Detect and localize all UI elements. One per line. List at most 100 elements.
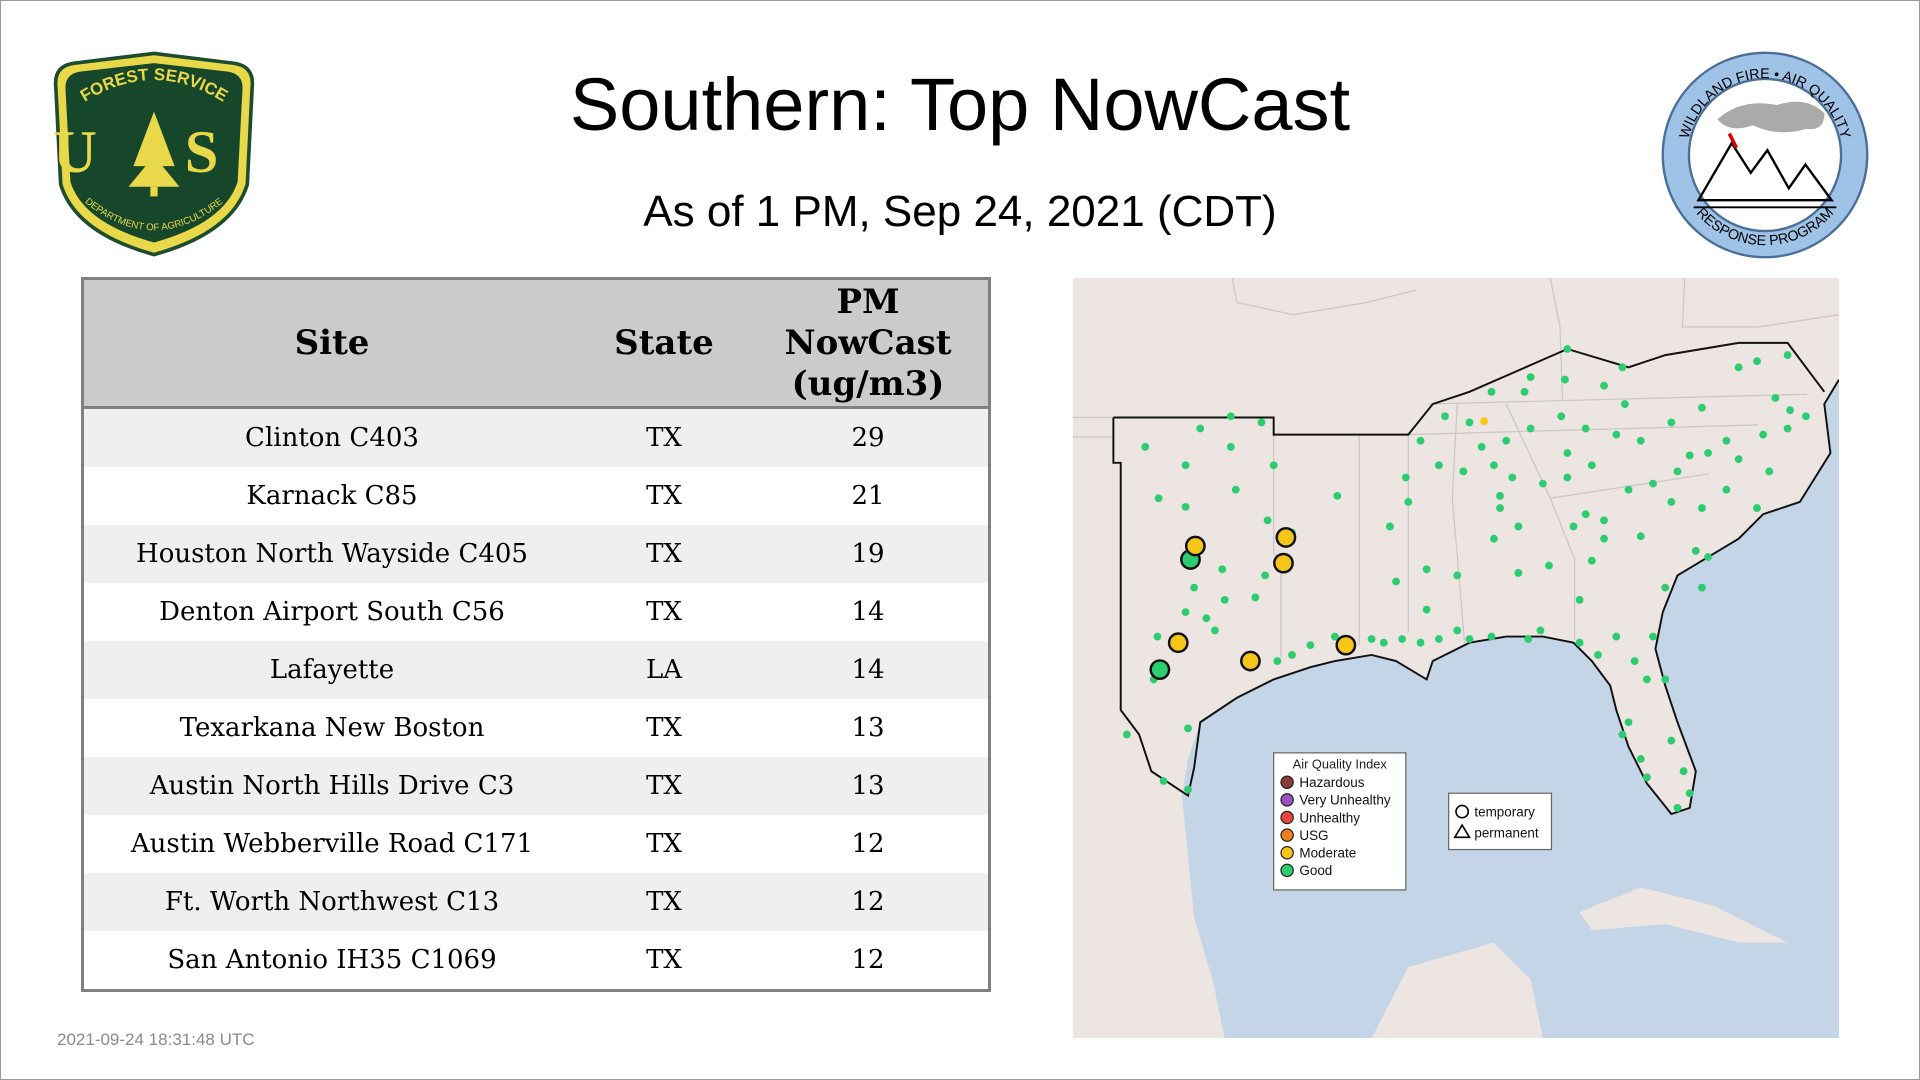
site-marker-good[interactable] xyxy=(1520,387,1529,396)
site-marker-good[interactable] xyxy=(1487,632,1496,641)
top-site-marker-good[interactable] xyxy=(1149,659,1171,681)
site-marker-good[interactable] xyxy=(1218,565,1227,574)
site-marker-good[interactable] xyxy=(1600,516,1608,525)
site-marker-good[interactable] xyxy=(1538,479,1547,488)
site-marker-good[interactable] xyxy=(1642,773,1651,782)
site-marker-good[interactable] xyxy=(1181,461,1190,470)
site-marker-good[interactable] xyxy=(1783,351,1792,360)
site-marker-good[interactable] xyxy=(1251,593,1260,602)
site-marker-good[interactable] xyxy=(1636,436,1645,445)
site-marker-good[interactable] xyxy=(1496,491,1504,500)
site-marker-good[interactable] xyxy=(1416,436,1425,445)
site-marker-good[interactable] xyxy=(1526,373,1535,382)
site-marker-good[interactable] xyxy=(1612,632,1621,641)
site-marker-good[interactable] xyxy=(1557,412,1566,421)
site-marker-good[interactable] xyxy=(1600,381,1608,390)
site-marker-good[interactable] xyxy=(1734,363,1743,372)
site-marker-good[interactable] xyxy=(1490,534,1498,543)
site-marker-good[interactable] xyxy=(1404,498,1413,506)
site-marker-good[interactable] xyxy=(1753,504,1761,512)
site-marker-good[interactable] xyxy=(1190,583,1199,592)
site-marker-good[interactable] xyxy=(1722,485,1731,494)
site-marker-good[interactable] xyxy=(1502,436,1511,445)
site-marker-good[interactable] xyxy=(1122,730,1131,739)
top-site-marker-moderate[interactable] xyxy=(1275,527,1297,548)
site-marker-good[interactable] xyxy=(1673,804,1682,812)
site-marker-good[interactable] xyxy=(1545,561,1553,570)
site-marker-good[interactable] xyxy=(1581,510,1590,519)
site-marker-good[interactable] xyxy=(1685,451,1694,460)
site-marker-good[interactable] xyxy=(1220,595,1229,604)
site-marker-good[interactable] xyxy=(1673,467,1682,476)
site-marker-good[interactable] xyxy=(1487,387,1496,396)
site-marker-good[interactable] xyxy=(1698,504,1706,512)
site-marker-good[interactable] xyxy=(1679,767,1688,776)
site-marker-good[interactable] xyxy=(1459,467,1468,476)
site-marker-good[interactable] xyxy=(1231,485,1240,494)
site-marker-good[interactable] xyxy=(1453,626,1462,635)
site-marker-good[interactable] xyxy=(1441,412,1449,421)
site-marker-good[interactable] xyxy=(1333,491,1342,500)
top-site-marker-moderate[interactable] xyxy=(1184,535,1206,557)
site-marker-good[interactable] xyxy=(1618,730,1627,739)
top-site-marker-moderate[interactable] xyxy=(1335,634,1357,656)
site-marker-good[interactable] xyxy=(1786,406,1794,415)
site-marker-good[interactable] xyxy=(1642,675,1651,684)
site-marker-good[interactable] xyxy=(1226,412,1235,421)
site-marker-good[interactable] xyxy=(1273,657,1282,665)
site-marker-good[interactable] xyxy=(1261,571,1270,580)
site-marker-good[interactable] xyxy=(1661,583,1670,592)
site-marker-good[interactable] xyxy=(1569,522,1578,531)
site-marker-good[interactable] xyxy=(1594,651,1602,659)
site-marker-good[interactable] xyxy=(1211,626,1219,635)
site-marker-good[interactable] xyxy=(1704,553,1712,561)
site-marker-good[interactable] xyxy=(1202,614,1211,623)
site-marker-good[interactable] xyxy=(1563,473,1572,482)
site-marker-good[interactable] xyxy=(1524,635,1533,643)
site-marker-good[interactable] xyxy=(1422,605,1431,614)
site-marker-good[interactable] xyxy=(1698,403,1706,412)
site-marker-good[interactable] xyxy=(1771,394,1780,402)
site-marker-good[interactable] xyxy=(1508,473,1517,482)
site-marker-good[interactable] xyxy=(1563,449,1572,457)
site-marker-good[interactable] xyxy=(1667,498,1676,506)
site-marker-good[interactable] xyxy=(1398,635,1407,643)
site-marker-good[interactable] xyxy=(1306,641,1315,650)
site-marker-good[interactable] xyxy=(1630,657,1639,665)
site-marker-good[interactable] xyxy=(1379,638,1388,647)
site-marker-good[interactable] xyxy=(1563,345,1572,353)
site-marker-good[interactable] xyxy=(1496,504,1504,512)
site-marker-good[interactable] xyxy=(1624,718,1633,727)
site-marker-good[interactable] xyxy=(1196,424,1205,433)
site-marker-good[interactable] xyxy=(1618,363,1627,372)
site-marker-good[interactable] xyxy=(1620,400,1629,408)
site-marker-good[interactable] xyxy=(1367,635,1376,643)
top-site-marker-moderate[interactable] xyxy=(1167,632,1189,654)
site-marker-good[interactable] xyxy=(1159,777,1168,785)
site-marker-good[interactable] xyxy=(1141,442,1150,451)
site-marker-good[interactable] xyxy=(1581,424,1590,433)
site-marker-good[interactable] xyxy=(1514,569,1523,577)
site-marker-good[interactable] xyxy=(1649,632,1657,641)
site-marker-good[interactable] xyxy=(1759,430,1768,439)
site-marker-good[interactable] xyxy=(1490,461,1498,470)
site-marker-good[interactable] xyxy=(1184,724,1192,733)
site-marker-good[interactable] xyxy=(1649,479,1657,488)
site-marker-good[interactable] xyxy=(1636,532,1645,541)
site-marker-good[interactable] xyxy=(1514,522,1523,531)
site-marker-good[interactable] xyxy=(1612,430,1621,439)
site-marker-good[interactable] xyxy=(1257,418,1266,427)
site-marker-good[interactable] xyxy=(1560,375,1569,384)
site-marker-good[interactable] xyxy=(1667,736,1676,745)
site-marker-good[interactable] xyxy=(1636,755,1645,763)
site-marker-good[interactable] xyxy=(1401,473,1410,482)
site-marker-moderate[interactable] xyxy=(1480,417,1489,426)
site-marker-good[interactable] xyxy=(1386,522,1394,531)
site-marker-good[interactable] xyxy=(1392,577,1400,586)
site-marker-good[interactable] xyxy=(1453,571,1462,580)
site-marker-good[interactable] xyxy=(1587,461,1596,470)
site-marker-good[interactable] xyxy=(1587,556,1596,565)
site-marker-good[interactable] xyxy=(1422,565,1431,574)
site-marker-good[interactable] xyxy=(1691,546,1700,555)
site-marker-good[interactable] xyxy=(1783,424,1792,433)
